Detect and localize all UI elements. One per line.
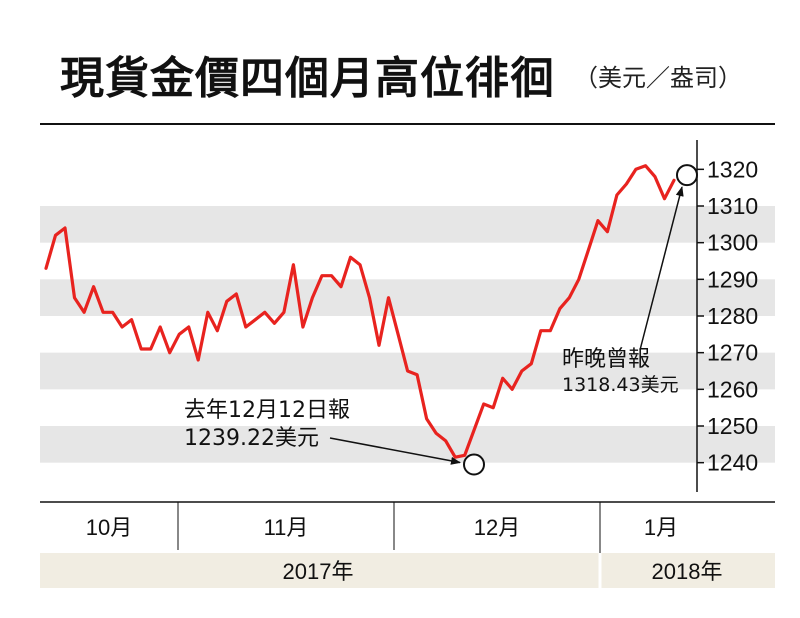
y-tick-label: 1250 bbox=[707, 413, 758, 439]
grid-band bbox=[40, 206, 775, 243]
grid-bands bbox=[40, 206, 775, 463]
month-label-nov: 11月 bbox=[264, 515, 309, 540]
year-band bbox=[40, 553, 775, 588]
low-annotation-line1: 去年12月12日報 bbox=[184, 398, 350, 423]
y-tick-label: 1260 bbox=[707, 376, 758, 402]
y-tick-label: 1310 bbox=[707, 193, 758, 219]
grid-band bbox=[40, 426, 775, 463]
grid-band bbox=[40, 279, 775, 316]
year-label-2017: 2017年 bbox=[283, 559, 354, 584]
high-point-marker bbox=[676, 164, 698, 187]
month-label-oct: 10月 bbox=[86, 515, 132, 540]
chart-unit: （美元／盎司） bbox=[574, 64, 742, 92]
y-tick-label: 1290 bbox=[707, 266, 758, 292]
y-tick-label: 1320 bbox=[707, 156, 758, 182]
year-label-2018: 2018年 bbox=[652, 559, 723, 584]
high-annotation-line1: 昨晚曾報 bbox=[562, 347, 650, 372]
high-annotation-line2: 1318.43美元 bbox=[562, 374, 679, 396]
high-annotation-arrow bbox=[639, 186, 684, 351]
low-annotation-line2: 1239.22美元 bbox=[184, 426, 319, 451]
chart-title: 現貨金價四個月高位徘徊 bbox=[60, 53, 555, 104]
y-axis-ticks: 1240 1250 1260 1270 1280 1290 1300 1310 1320 bbox=[697, 156, 758, 476]
month-label-jan: 1月 bbox=[644, 515, 678, 540]
y-tick-label: 1270 bbox=[707, 340, 758, 366]
low-annotation-arrow bbox=[329, 437, 461, 465]
y-tick-label: 1240 bbox=[707, 450, 758, 476]
y-tick-label: 1300 bbox=[707, 230, 758, 256]
month-label-dec: 12月 bbox=[474, 515, 520, 540]
low-point-marker bbox=[463, 453, 485, 476]
price-line bbox=[44, 164, 676, 459]
y-tick-label: 1280 bbox=[707, 303, 758, 329]
